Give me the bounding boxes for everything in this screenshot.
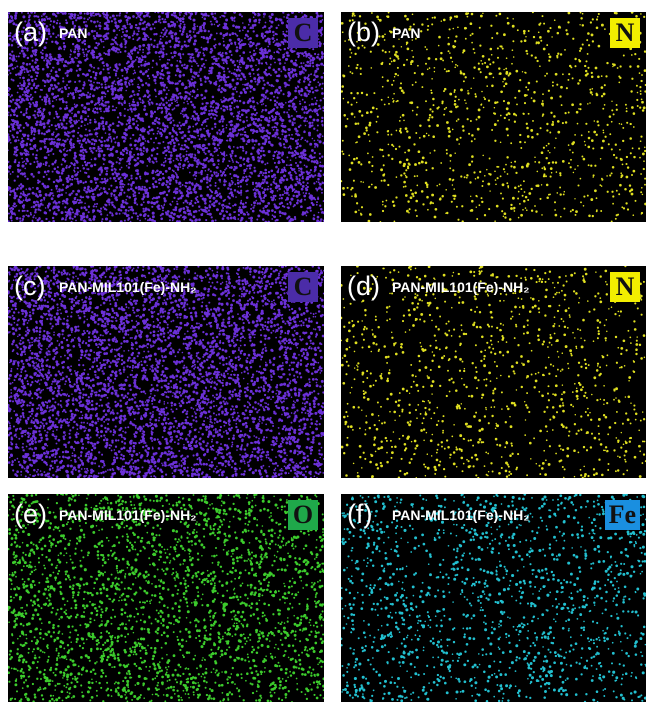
element-badge: O bbox=[288, 500, 318, 530]
sample-label: PAN-MIL101(Fe)-NH₂ bbox=[59, 507, 196, 523]
map-dots bbox=[341, 12, 646, 222]
map-dots bbox=[341, 494, 646, 702]
element-badge: C bbox=[288, 272, 318, 302]
map-dots bbox=[8, 494, 324, 702]
element-badge: N bbox=[610, 18, 640, 48]
figure: (a) PAN C (b) PAN N (c) PAN-MIL101(Fe)-NH₂ C (d) P… bbox=[0, 0, 646, 702]
element-map bbox=[8, 266, 324, 478]
element-map bbox=[341, 12, 646, 222]
map-dots bbox=[8, 266, 324, 478]
panel-letter: (e) bbox=[14, 498, 47, 530]
map-panel: (a) PAN C bbox=[8, 12, 324, 222]
element-badge: Fe bbox=[605, 500, 640, 530]
map-dots bbox=[8, 12, 324, 222]
map-dots bbox=[341, 266, 646, 478]
element-map bbox=[8, 494, 324, 702]
panel-letter: (a) bbox=[14, 16, 47, 48]
map-panel: (c) PAN-MIL101(Fe)-NH₂ C bbox=[8, 266, 324, 478]
panel-letter: (b) bbox=[347, 16, 380, 48]
element-map bbox=[8, 12, 324, 222]
map-panel: (b) PAN N bbox=[341, 12, 646, 222]
element-map bbox=[341, 494, 646, 702]
sample-label: PAN bbox=[392, 25, 421, 41]
panel-letter: (f) bbox=[347, 498, 372, 530]
map-panel: (d) PAN-MIL101(Fe)-NH₂ N bbox=[341, 266, 646, 478]
map-panel: (f) PAN-MIL101(Fe)-NH₂ Fe bbox=[341, 494, 646, 702]
sample-label: PAN-MIL101(Fe)-NH₂ bbox=[392, 279, 529, 295]
panel-letter: (d) bbox=[347, 270, 380, 302]
element-badge: C bbox=[288, 18, 318, 48]
sample-label: PAN-MIL101(Fe)-NH₂ bbox=[59, 279, 196, 295]
sample-label: PAN-MIL101(Fe)-NH₂ bbox=[392, 507, 529, 523]
element-badge: N bbox=[610, 272, 640, 302]
panel-letter: (c) bbox=[14, 270, 45, 302]
sample-label: PAN bbox=[59, 25, 88, 41]
element-map bbox=[341, 266, 646, 478]
map-panel: (e) PAN-MIL101(Fe)-NH₂ O bbox=[8, 494, 324, 702]
